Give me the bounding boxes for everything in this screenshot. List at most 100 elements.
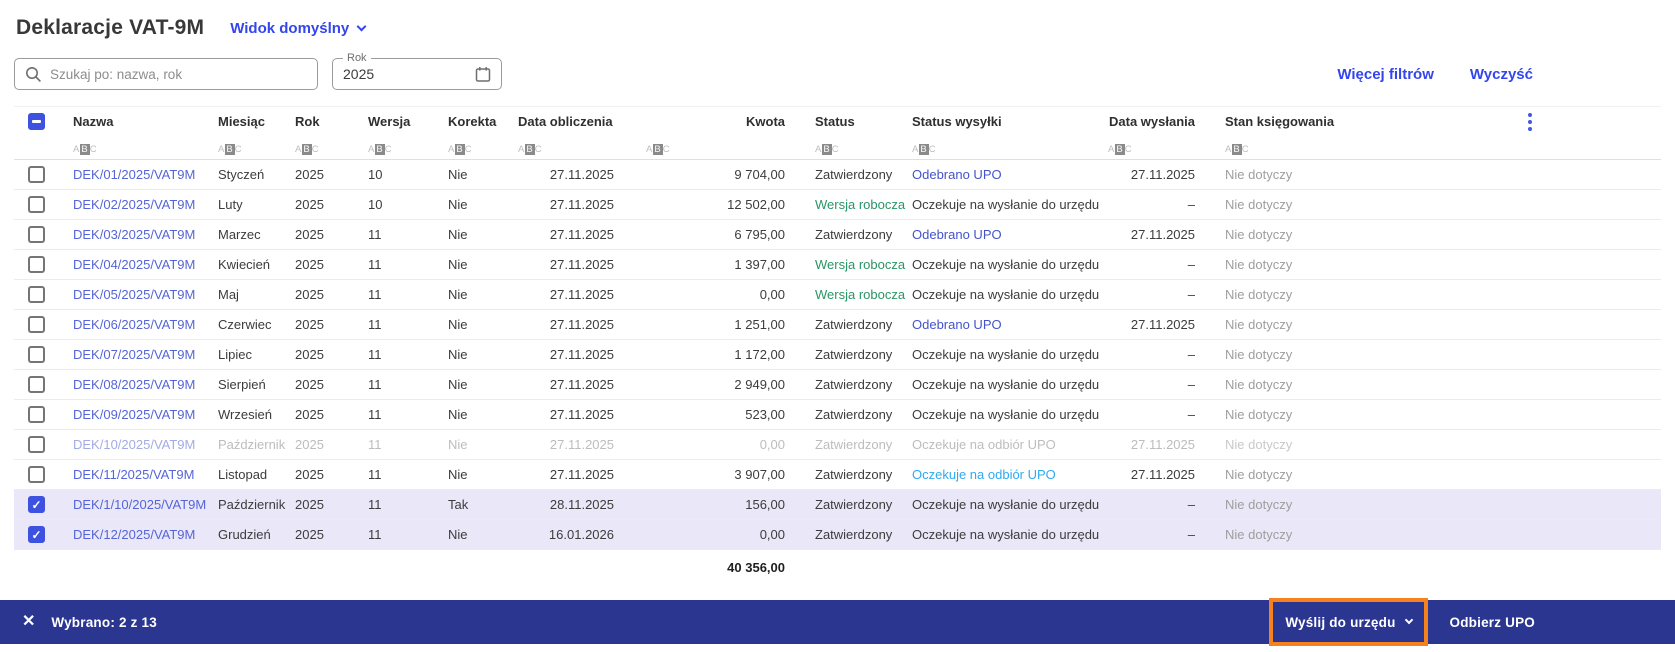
receive-upo-button[interactable]: Odbierz UPO <box>1450 615 1535 630</box>
cell-amount: 12 502,00 <box>727 197 785 212</box>
calendar-icon[interactable] <box>475 66 491 83</box>
declaration-name-link[interactable]: DEK/07/2025/VAT9M <box>73 347 196 362</box>
search-input[interactable] <box>50 66 307 82</box>
year-field[interactable]: Rok <box>332 52 502 90</box>
cell-amount: 156,00 <box>745 497 785 512</box>
column-header-rok[interactable]: Rok <box>295 114 320 129</box>
send-status: Oczekuje na wysłanie do urzędu <box>912 497 1100 512</box>
cell-sent-date: – <box>1187 287 1195 302</box>
view-selector-dropdown[interactable]: Widok domyślny <box>230 20 367 37</box>
row-checkbox[interactable] <box>28 466 45 483</box>
row-checkbox[interactable] <box>28 256 45 273</box>
row-checkbox[interactable] <box>28 166 45 183</box>
table-row[interactable]: DEK/1/10/2025/VAT9M Październik 2025 11 … <box>14 490 1661 520</box>
status-badge: Wersja robocza <box>815 287 906 302</box>
column-header-kwota[interactable]: Kwota <box>746 114 785 129</box>
status-badge: Wersja robocza <box>815 197 906 212</box>
row-checkbox[interactable] <box>28 196 45 213</box>
table-row[interactable]: DEK/06/2025/VAT9M Czerwiec 2025 11 Nie 2… <box>14 310 1661 340</box>
declaration-name-link[interactable]: DEK/09/2025/VAT9M <box>73 407 196 422</box>
cell-amount: 1 251,00 <box>734 317 785 332</box>
table-row[interactable]: DEK/12/2025/VAT9M Grudzień 2025 11 Nie 1… <box>14 520 1661 550</box>
cell-month: Lipiec <box>218 347 252 362</box>
declaration-name-link[interactable]: DEK/03/2025/VAT9M <box>73 227 196 242</box>
row-checkbox[interactable] <box>28 376 45 393</box>
status-badge: Zatwierdzony <box>815 437 893 452</box>
close-selection-icon[interactable]: ✕ <box>22 613 36 630</box>
send-status[interactable]: Odebrano UPO <box>912 317 1002 332</box>
column-header-status[interactable]: Status <box>815 114 855 129</box>
column-header-data-wyslania[interactable]: Data wysłania <box>1109 114 1195 129</box>
declaration-name-link[interactable]: DEK/05/2025/VAT9M <box>73 287 196 302</box>
cell-correction: Nie <box>448 467 468 482</box>
row-checkbox[interactable] <box>28 226 45 243</box>
declaration-name-link[interactable]: DEK/02/2025/VAT9M <box>73 197 196 212</box>
declaration-name-link[interactable]: DEK/08/2025/VAT9M <box>73 377 196 392</box>
more-filters-link[interactable]: Więcej filtrów <box>1337 65 1434 83</box>
cell-year: 2025 <box>295 407 324 422</box>
row-checkbox[interactable] <box>28 286 45 303</box>
send-status[interactable]: Oczekuje na odbiór UPO <box>912 467 1056 482</box>
clear-filters-link[interactable]: Wyczyść <box>1469 65 1533 83</box>
send-to-office-button[interactable]: Wyślij do urzędu <box>1285 615 1413 630</box>
cell-version: 10 <box>368 167 383 182</box>
declaration-name-link[interactable]: DEK/04/2025/VAT9M <box>73 257 196 272</box>
column-header-data-obliczenia[interactable]: Data obliczenia <box>518 114 613 129</box>
column-header-stan-ksiegowania[interactable]: Stan księgowania <box>1225 114 1335 129</box>
table-row[interactable]: DEK/09/2025/VAT9M Wrzesień 2025 11 Nie 2… <box>14 400 1661 430</box>
search-box[interactable] <box>14 58 318 90</box>
cell-sent-date: – <box>1187 527 1195 542</box>
table-row[interactable]: DEK/03/2025/VAT9M Marzec 2025 11 Nie 27.… <box>14 220 1661 250</box>
table-row[interactable]: DEK/11/2025/VAT9M Listopad 2025 11 Nie 2… <box>14 460 1661 490</box>
total-amount: 40 356,00 <box>727 559 785 575</box>
column-header-miesiac[interactable]: Miesiąc <box>218 114 265 129</box>
declaration-name-link[interactable]: DEK/12/2025/VAT9M <box>73 527 196 542</box>
cell-calc-date: 28.11.2025 <box>549 497 614 512</box>
row-checkbox[interactable] <box>28 436 45 453</box>
column-header-wersja[interactable]: Wersja <box>368 114 411 129</box>
select-all-checkbox[interactable] <box>28 113 45 130</box>
table-row[interactable]: DEK/10/2025/VAT9M Październik 2025 11 Ni… <box>14 430 1661 460</box>
row-checkbox[interactable] <box>28 526 45 543</box>
declaration-name-link[interactable]: DEK/06/2025/VAT9M <box>73 317 196 332</box>
column-header-nazwa[interactable]: Nazwa <box>73 114 114 129</box>
column-header-korekta[interactable]: Korekta <box>448 114 497 129</box>
declaration-name-link[interactable]: DEK/10/2025/VAT9M <box>73 437 196 452</box>
status-badge: Zatwierdzony <box>815 527 893 542</box>
send-status[interactable]: Odebrano UPO <box>912 227 1002 242</box>
row-checkbox[interactable] <box>28 406 45 423</box>
table-row[interactable]: DEK/04/2025/VAT9M Kwiecień 2025 11 Nie 2… <box>14 250 1661 280</box>
chevron-down-icon <box>356 21 367 31</box>
row-checkbox[interactable] <box>28 316 45 333</box>
table-row[interactable]: DEK/07/2025/VAT9M Lipiec 2025 11 Nie 27.… <box>14 340 1661 370</box>
status-badge: Zatwierdzony <box>815 347 893 362</box>
declaration-name-link[interactable]: DEK/11/2025/VAT9M <box>73 467 195 482</box>
year-input[interactable] <box>343 66 475 82</box>
column-header-status-wysylki[interactable]: Status wysyłki <box>912 114 1002 129</box>
cell-amount: 3 907,00 <box>734 467 785 482</box>
send-status[interactable]: Odebrano UPO <box>912 167 1002 182</box>
table-row[interactable]: DEK/05/2025/VAT9M Maj 2025 11 Nie 27.11.… <box>14 280 1661 310</box>
table-row[interactable]: DEK/01/2025/VAT9M Styczeń 2025 10 Nie 27… <box>14 160 1661 190</box>
table-menu-kebab-icon[interactable] <box>1525 110 1535 134</box>
table-row[interactable]: DEK/08/2025/VAT9M Sierpień 2025 11 Nie 2… <box>14 370 1661 400</box>
cell-year: 2025 <box>295 197 324 212</box>
row-checkbox[interactable] <box>28 346 45 363</box>
row-checkbox[interactable] <box>28 496 45 513</box>
declaration-name-link[interactable]: DEK/1/10/2025/VAT9M <box>73 497 207 512</box>
cell-month: Grudzień <box>218 527 271 542</box>
cell-year: 2025 <box>295 377 324 392</box>
declaration-name-link[interactable]: DEK/01/2025/VAT9M <box>73 167 196 182</box>
table-row[interactable]: DEK/02/2025/VAT9M Luty 2025 10 Nie 27.11… <box>14 190 1661 220</box>
